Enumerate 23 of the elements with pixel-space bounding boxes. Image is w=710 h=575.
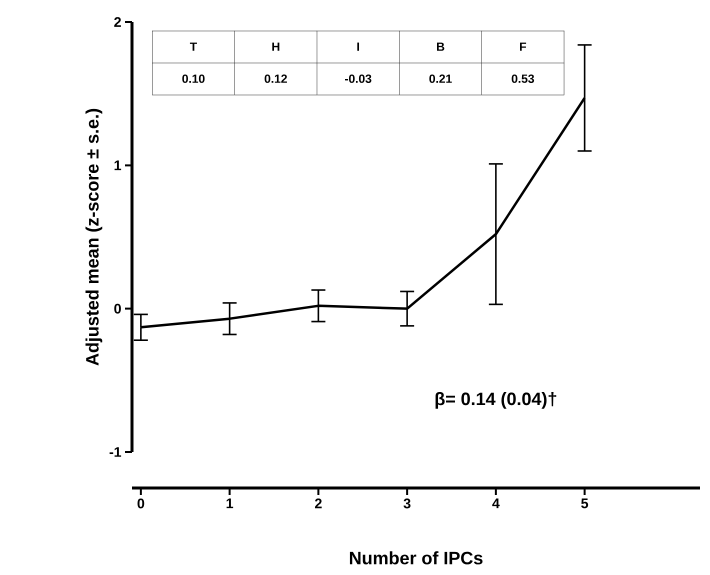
x-axis-title: Number of IPCs: [350, 551, 483, 564]
annotation: 0.21: [429, 74, 452, 83]
x-tick-label: 4: [492, 498, 500, 508]
annotation: β= 0.14 (0.04)†: [436, 392, 556, 409]
x-tick-label: 3: [404, 498, 410, 508]
y-tick-label: -1: [110, 447, 122, 457]
annotation: T: [190, 42, 197, 51]
annotation: I: [357, 42, 360, 51]
annotation: -0.03: [345, 74, 372, 83]
x-tick-label: 1: [226, 498, 234, 508]
annotation: 0.12: [264, 74, 287, 83]
x-tick-label: 0: [138, 498, 144, 508]
y-tick-label: 0: [114, 304, 121, 314]
annotation: H: [272, 42, 280, 51]
annotation: B: [436, 42, 444, 51]
annotation: 0.10: [182, 74, 205, 83]
x-tick-label: 2: [314, 498, 322, 508]
annotation: F: [520, 42, 526, 51]
y-tick-label: 2: [114, 17, 121, 27]
y-axis-title: Adjusted mean (z-score ± s.e.): [86, 108, 102, 366]
annotation: 0.53: [512, 74, 534, 83]
x-tick-label: 5: [581, 498, 588, 508]
y-tick-label: 1: [114, 160, 122, 170]
